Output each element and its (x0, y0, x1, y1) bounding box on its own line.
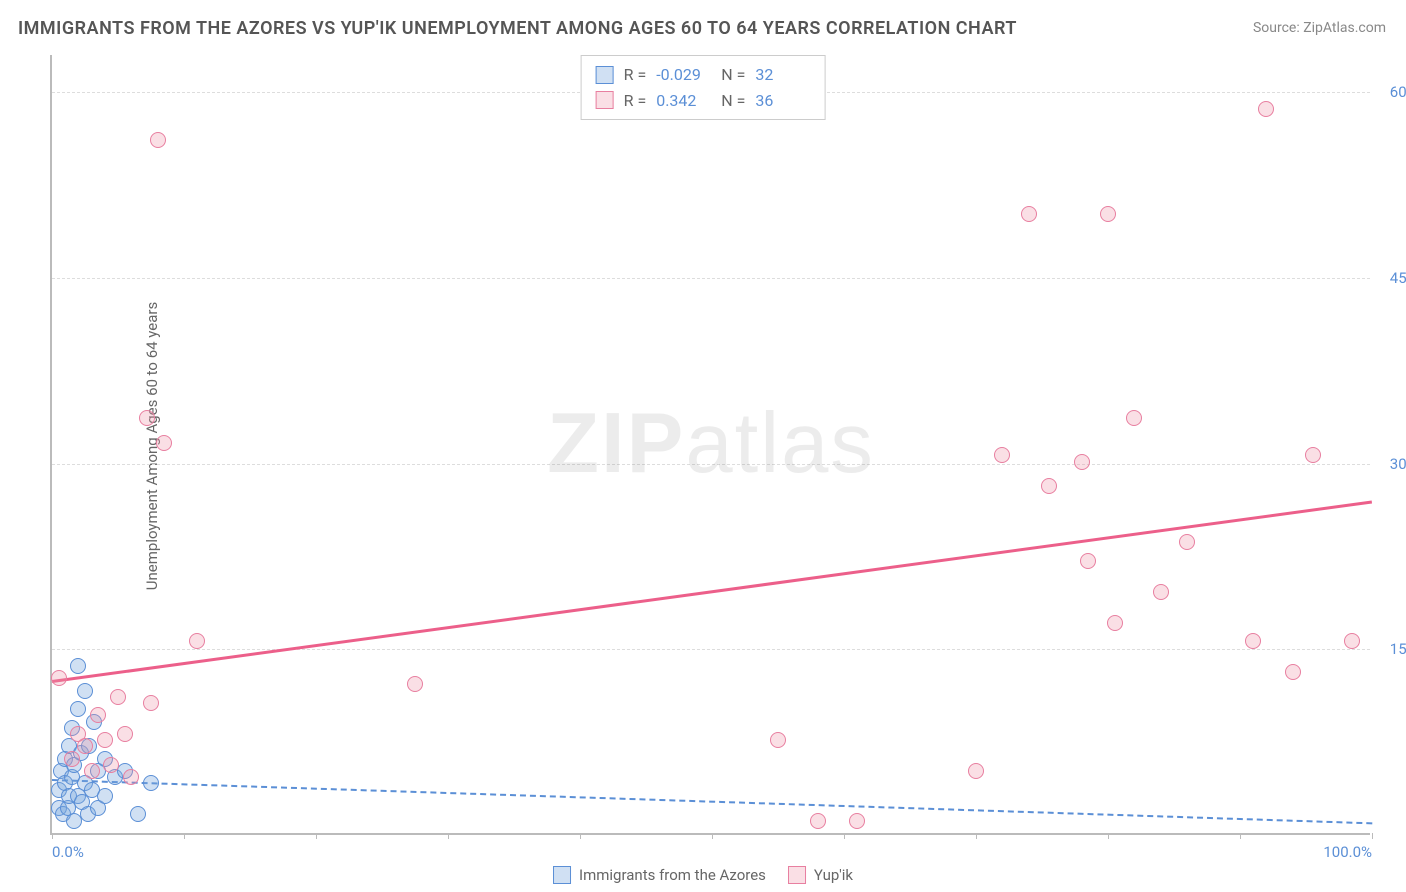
x-tick-label: 0.0% (52, 843, 84, 861)
gridline (52, 464, 1370, 465)
data-point (51, 670, 67, 686)
correlation-legend: R = -0.029 N = 32 R = 0.342 N = 36 (581, 55, 826, 120)
trend-line-blue (52, 779, 1372, 824)
data-point (1100, 206, 1116, 222)
data-point (70, 658, 86, 674)
swatch-pink-icon (596, 91, 614, 109)
x-tick-mark (316, 833, 317, 839)
data-point (407, 676, 423, 692)
data-point (849, 813, 865, 829)
data-point (1080, 553, 1096, 569)
data-point (1021, 206, 1037, 222)
data-point (1041, 478, 1057, 494)
x-tick-mark (1108, 833, 1109, 839)
x-tick-mark (580, 833, 581, 839)
data-point (110, 689, 126, 705)
data-point (1344, 633, 1360, 649)
y-tick-label: 60.0% (1375, 83, 1406, 101)
data-point (77, 683, 93, 699)
data-point (770, 732, 786, 748)
data-point (97, 732, 113, 748)
y-tick-label: 45.0% (1375, 269, 1406, 287)
data-point (1179, 534, 1195, 550)
data-point (64, 751, 80, 767)
legend-row-yupik: R = 0.342 N = 36 (596, 88, 811, 114)
swatch-blue-icon (596, 66, 614, 84)
data-point (150, 132, 166, 148)
data-point (103, 757, 119, 773)
legend-item-yupik: Yup'ik (788, 866, 853, 884)
y-tick-label: 30.0% (1375, 455, 1406, 473)
legend-row-azores: R = -0.029 N = 32 (596, 62, 811, 88)
source-attribution: Source: ZipAtlas.com (1253, 20, 1386, 36)
data-point (90, 707, 106, 723)
x-tick-mark (52, 833, 53, 839)
x-tick-mark (1240, 833, 1241, 839)
data-point (189, 633, 205, 649)
y-tick-label: 15.0% (1375, 640, 1406, 658)
gridline (52, 278, 1370, 279)
trend-line-pink (52, 501, 1372, 683)
watermark: ZIPatlas (547, 395, 875, 493)
data-point (123, 769, 139, 785)
data-point (77, 738, 93, 754)
data-point (84, 763, 100, 779)
legend-item-azores: Immigrants from the Azores (553, 866, 766, 884)
x-tick-mark (184, 833, 185, 839)
data-point (1258, 101, 1274, 117)
chart-title: IMMIGRANTS FROM THE AZORES VS YUP'IK UNE… (18, 18, 1017, 39)
data-point (97, 788, 113, 804)
data-point (1074, 454, 1090, 470)
x-tick-mark (976, 833, 977, 839)
data-point (143, 695, 159, 711)
plot-area: ZIPatlas 15.0%30.0%45.0%60.0%0.0%100.0% (50, 55, 1370, 835)
data-point (994, 447, 1010, 463)
x-tick-mark (1372, 833, 1373, 839)
data-point (1126, 410, 1142, 426)
x-tick-label: 100.0% (1323, 843, 1372, 861)
data-point (1107, 615, 1123, 631)
data-point (810, 813, 826, 829)
swatch-pink-icon (788, 866, 806, 884)
gridline (52, 649, 1370, 650)
x-tick-mark (712, 833, 713, 839)
data-point (117, 726, 133, 742)
data-point (1305, 447, 1321, 463)
data-point (1153, 584, 1169, 600)
data-point (139, 410, 155, 426)
data-point (143, 775, 159, 791)
x-tick-mark (448, 833, 449, 839)
swatch-blue-icon (553, 866, 571, 884)
data-point (968, 763, 984, 779)
series-legend: Immigrants from the Azores Yup'ik (553, 866, 853, 884)
data-point (70, 701, 86, 717)
data-point (156, 435, 172, 451)
x-tick-mark (844, 833, 845, 839)
data-point (1285, 664, 1301, 680)
data-point (1245, 633, 1261, 649)
data-point (130, 806, 146, 822)
